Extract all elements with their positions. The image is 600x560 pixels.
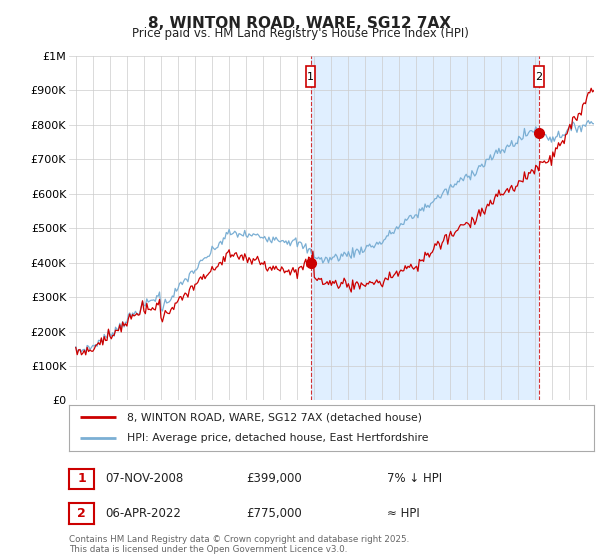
Text: ≈ HPI: ≈ HPI — [387, 507, 420, 520]
Text: £775,000: £775,000 — [246, 507, 302, 520]
Text: 8, WINTON ROAD, WARE, SG12 7AX (detached house): 8, WINTON ROAD, WARE, SG12 7AX (detached… — [127, 412, 422, 422]
Text: 1: 1 — [307, 72, 314, 82]
Text: Contains HM Land Registry data © Crown copyright and database right 2025.
This d: Contains HM Land Registry data © Crown c… — [69, 535, 409, 554]
Text: HPI: Average price, detached house, East Hertfordshire: HPI: Average price, detached house, East… — [127, 433, 428, 444]
Text: 07-NOV-2008: 07-NOV-2008 — [105, 472, 183, 486]
Text: 8, WINTON ROAD, WARE, SG12 7AX: 8, WINTON ROAD, WARE, SG12 7AX — [149, 16, 452, 31]
Bar — [311, 56, 539, 400]
FancyBboxPatch shape — [535, 66, 544, 87]
Text: 06-APR-2022: 06-APR-2022 — [105, 507, 181, 520]
Text: Price paid vs. HM Land Registry's House Price Index (HPI): Price paid vs. HM Land Registry's House … — [131, 27, 469, 40]
Text: 2: 2 — [536, 72, 542, 82]
Text: 1: 1 — [77, 472, 86, 486]
FancyBboxPatch shape — [306, 66, 316, 87]
Text: 7% ↓ HPI: 7% ↓ HPI — [387, 472, 442, 486]
Text: 2: 2 — [77, 507, 86, 520]
Text: £399,000: £399,000 — [246, 472, 302, 486]
